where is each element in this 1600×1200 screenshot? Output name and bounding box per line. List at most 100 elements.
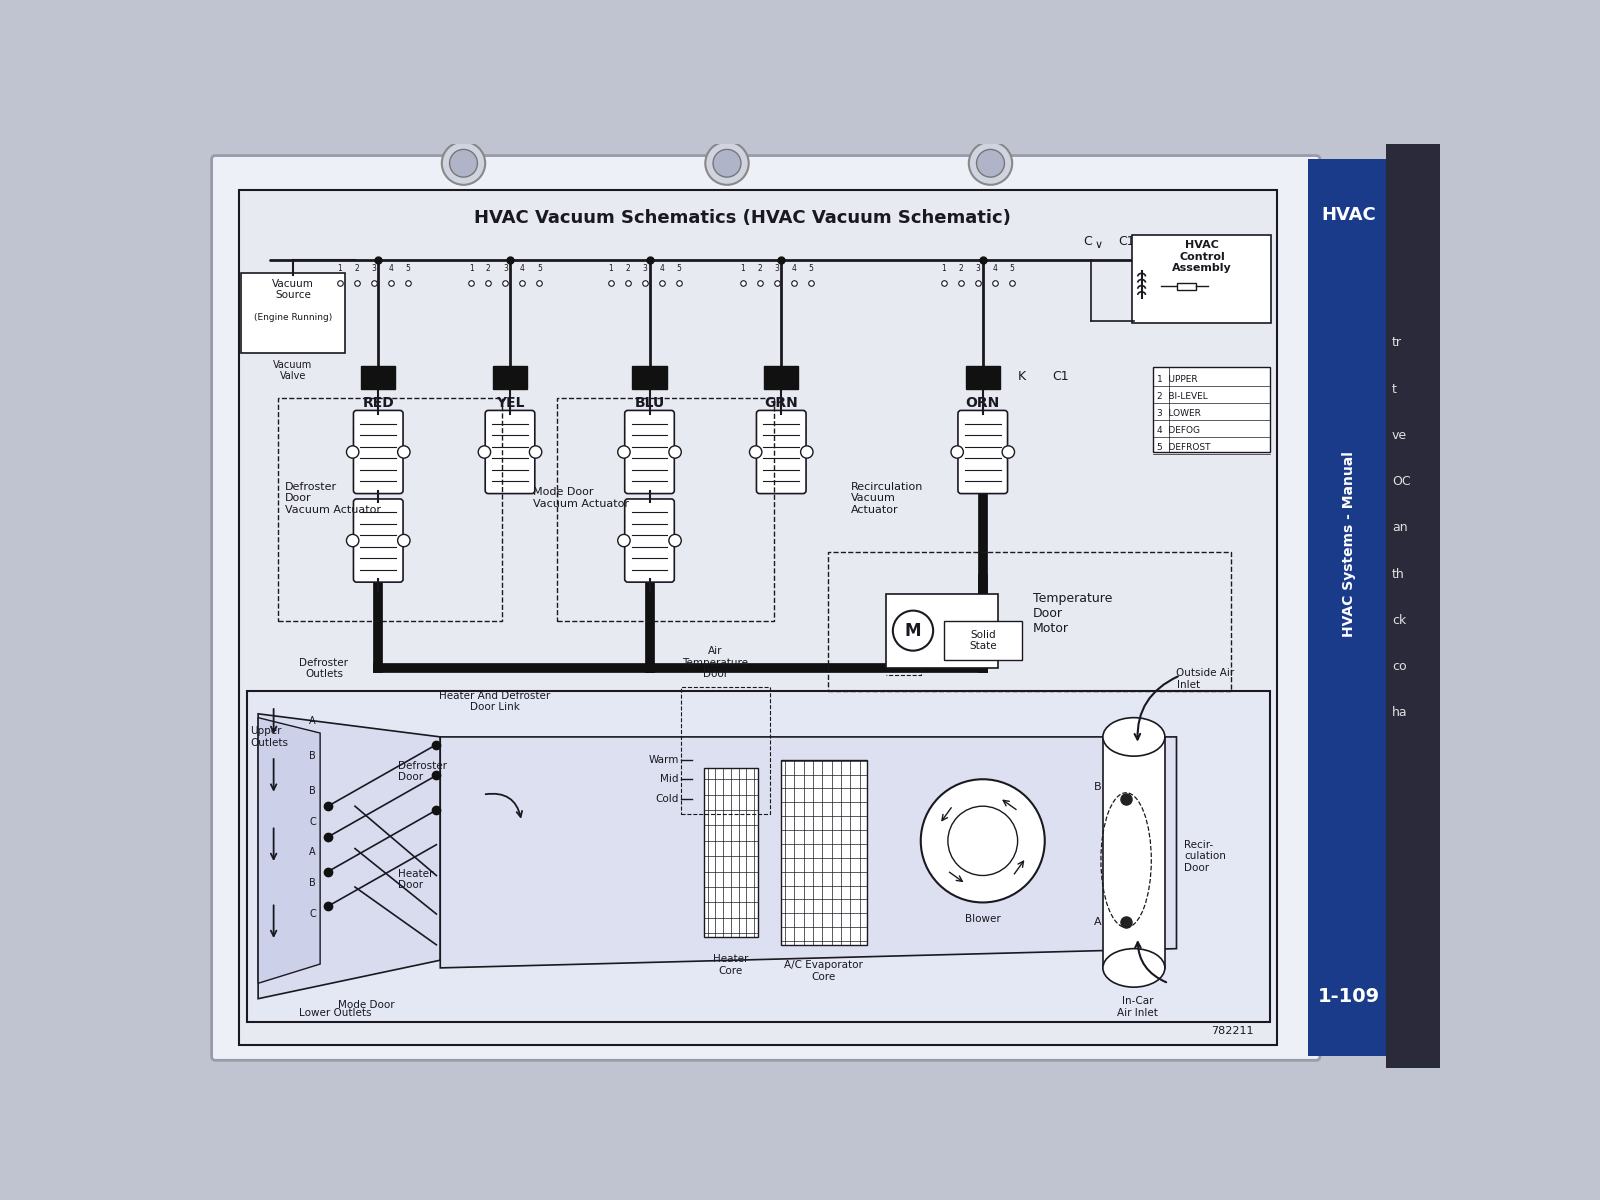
FancyBboxPatch shape bbox=[624, 410, 674, 493]
Text: Warm: Warm bbox=[648, 755, 678, 766]
Text: BLU: BLU bbox=[634, 396, 664, 409]
FancyBboxPatch shape bbox=[624, 499, 674, 582]
FancyBboxPatch shape bbox=[485, 410, 534, 493]
Text: 2  BI-LEVEL: 2 BI-LEVEL bbox=[1157, 392, 1208, 401]
Text: 1: 1 bbox=[942, 264, 946, 274]
Text: Heater And Defroster
Door Link: Heater And Defroster Door Link bbox=[438, 691, 550, 713]
Circle shape bbox=[347, 534, 358, 547]
Text: A/C Evaporator
Core: A/C Evaporator Core bbox=[784, 960, 864, 982]
Bar bbox=[966, 366, 1000, 389]
Circle shape bbox=[714, 149, 741, 178]
Text: Recir-
culation
Door: Recir- culation Door bbox=[1184, 840, 1226, 872]
Circle shape bbox=[1002, 446, 1014, 458]
FancyBboxPatch shape bbox=[757, 410, 806, 493]
Text: B: B bbox=[309, 878, 315, 888]
Text: 3  LOWER: 3 LOWER bbox=[1157, 409, 1202, 418]
Polygon shape bbox=[258, 714, 440, 998]
Text: Recirculation
Vacuum
Actuator: Recirculation Vacuum Actuator bbox=[851, 481, 923, 515]
Bar bbox=[557, 398, 773, 622]
Bar bbox=[1386, 144, 1440, 1068]
Text: 4: 4 bbox=[659, 264, 664, 274]
Bar bbox=[1176, 282, 1195, 290]
Circle shape bbox=[706, 142, 749, 185]
Text: Defroster
Door
Vacuum Actuator: Defroster Door Vacuum Actuator bbox=[285, 481, 381, 515]
Bar bbox=[680, 686, 770, 814]
Text: ck: ck bbox=[1392, 613, 1406, 626]
Text: HVAC Vacuum Schematics (HVAC Vacuum Schematic): HVAC Vacuum Schematics (HVAC Vacuum Sche… bbox=[474, 210, 1011, 228]
Bar bbox=[246, 691, 1269, 1022]
Text: A: A bbox=[309, 716, 315, 726]
FancyBboxPatch shape bbox=[242, 274, 346, 354]
Text: A: A bbox=[1094, 917, 1101, 926]
Text: 3: 3 bbox=[502, 264, 507, 274]
Text: 3: 3 bbox=[643, 264, 648, 274]
Text: A: A bbox=[309, 847, 315, 857]
Text: 4: 4 bbox=[520, 264, 525, 274]
Circle shape bbox=[950, 446, 963, 458]
Circle shape bbox=[478, 446, 491, 458]
Circle shape bbox=[947, 806, 1018, 876]
Text: 2: 2 bbox=[486, 264, 491, 274]
Text: Outside Air
Inlet: Outside Air Inlet bbox=[1176, 668, 1235, 690]
Text: 1: 1 bbox=[338, 264, 342, 274]
Text: 5  DEFROST: 5 DEFROST bbox=[1157, 443, 1211, 452]
Text: Air
Temperature
Door: Air Temperature Door bbox=[682, 646, 749, 679]
Circle shape bbox=[749, 446, 762, 458]
Text: Temperature
Door
Motor: Temperature Door Motor bbox=[1034, 593, 1112, 635]
Text: 3: 3 bbox=[371, 264, 376, 274]
FancyBboxPatch shape bbox=[958, 410, 1008, 493]
Text: Mode Door
Vacuum Actuator: Mode Door Vacuum Actuator bbox=[533, 487, 629, 509]
Circle shape bbox=[976, 149, 1005, 178]
Circle shape bbox=[669, 534, 682, 547]
Text: Heater
Door: Heater Door bbox=[398, 869, 434, 890]
Text: 4  DEFOG: 4 DEFOG bbox=[1157, 426, 1200, 436]
Bar bbox=[277, 398, 502, 622]
Text: K: K bbox=[1018, 370, 1026, 383]
Text: In-Car
Air Inlet: In-Car Air Inlet bbox=[1117, 996, 1158, 1018]
Text: C1: C1 bbox=[1118, 235, 1134, 248]
Text: 4: 4 bbox=[992, 264, 997, 274]
Circle shape bbox=[893, 611, 933, 650]
Text: an: an bbox=[1392, 521, 1408, 534]
Text: 3: 3 bbox=[774, 264, 779, 274]
Text: GRN: GRN bbox=[765, 396, 798, 409]
Polygon shape bbox=[258, 718, 320, 983]
Text: HVAC
Control
Assembly: HVAC Control Assembly bbox=[1173, 240, 1232, 274]
Circle shape bbox=[618, 446, 630, 458]
Text: ∨: ∨ bbox=[1130, 240, 1138, 251]
Circle shape bbox=[618, 534, 630, 547]
Text: B: B bbox=[309, 786, 315, 796]
Text: Solid
State: Solid State bbox=[970, 630, 997, 652]
Text: 1: 1 bbox=[469, 264, 474, 274]
Text: 5: 5 bbox=[677, 264, 682, 274]
Circle shape bbox=[442, 142, 485, 185]
Bar bbox=[362, 366, 395, 389]
Text: 5: 5 bbox=[405, 264, 410, 274]
Bar bbox=[781, 760, 867, 944]
Text: 1: 1 bbox=[608, 264, 613, 274]
Text: tr: tr bbox=[1392, 336, 1402, 349]
Circle shape bbox=[347, 446, 358, 458]
Circle shape bbox=[970, 142, 1013, 185]
Circle shape bbox=[669, 446, 682, 458]
Text: 1: 1 bbox=[741, 264, 746, 274]
Text: ha: ha bbox=[1392, 706, 1408, 719]
Text: t: t bbox=[1392, 383, 1397, 396]
Text: HVAC Systems - Manual: HVAC Systems - Manual bbox=[1341, 451, 1355, 637]
Text: Defroster
Outlets: Defroster Outlets bbox=[299, 658, 349, 679]
Text: 5: 5 bbox=[808, 264, 813, 274]
Ellipse shape bbox=[1102, 718, 1165, 756]
Text: ORN: ORN bbox=[966, 396, 1000, 409]
Text: Vacuum
Valve: Vacuum Valve bbox=[274, 360, 312, 382]
Text: co: co bbox=[1392, 660, 1406, 673]
Text: YEL: YEL bbox=[496, 396, 525, 409]
Text: B: B bbox=[309, 751, 315, 761]
Bar bbox=[944, 622, 1021, 660]
FancyBboxPatch shape bbox=[354, 499, 403, 582]
Text: 3: 3 bbox=[976, 264, 981, 274]
Text: Heater
Core: Heater Core bbox=[714, 954, 749, 976]
Text: 2: 2 bbox=[958, 264, 963, 274]
Text: ∨: ∨ bbox=[1094, 240, 1102, 251]
Text: 2: 2 bbox=[757, 264, 762, 274]
Text: Mode Door: Mode Door bbox=[338, 1001, 395, 1010]
